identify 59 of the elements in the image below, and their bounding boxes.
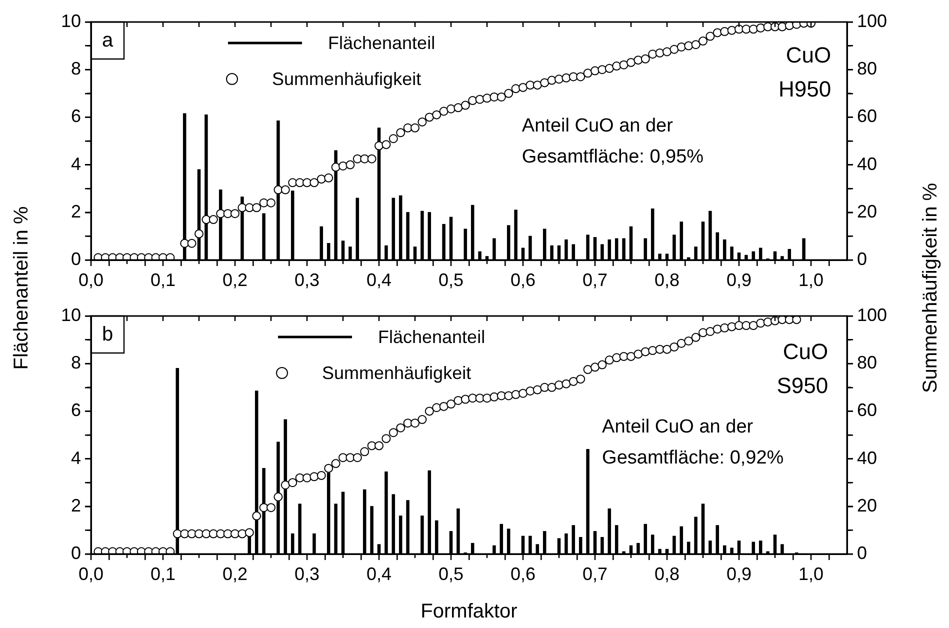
x-tick-label: 0,5 — [438, 270, 464, 290]
annotation: Anteil CuO an der Gesamtfläche: 0,95% — [522, 115, 704, 168]
x-tick-label: 0,9 — [726, 270, 752, 290]
x-tick-label: 0,2 — [222, 564, 248, 584]
x-tick-label: 0,4 — [366, 564, 392, 584]
y2-tick-label: 60 — [857, 106, 878, 126]
x-tick-label: 0,8 — [654, 270, 680, 290]
x-axis-title: Formfaktor — [420, 600, 518, 623]
y2-tick-label: 40 — [857, 154, 878, 174]
legend-label: Flächenanteil — [378, 326, 486, 347]
x-tick-label: 0,0 — [78, 270, 104, 290]
y2-tick-label: 0 — [857, 542, 868, 563]
x-tick-label: 0,0 — [78, 564, 104, 584]
y-tick-label: 8 — [70, 58, 81, 79]
annotation: b — [102, 324, 114, 346]
y-tick-label: 8 — [70, 352, 81, 373]
legend-label: Summenhäufigkeit — [272, 68, 422, 89]
annotation: CuO H950 — [778, 42, 832, 102]
y2-tick-label: 20 — [857, 495, 878, 516]
legend-label: Summenhäufigkeit — [322, 362, 472, 383]
x-tick-label: 0,1 — [150, 564, 176, 584]
x-tick-label: 0,1 — [150, 270, 176, 290]
x-tick-label: 0,5 — [438, 564, 464, 584]
y-tick-label: 2 — [70, 201, 81, 222]
y2-tick-label: 100 — [857, 304, 888, 325]
y2-axis-title: Summenhäufigkeit in % — [920, 182, 942, 394]
y2-tick-label: 20 — [857, 201, 878, 222]
x-tick-label: 0,3 — [294, 270, 320, 290]
y2-tick-label: 60 — [857, 400, 878, 420]
x-tick-label: 0,2 — [222, 270, 248, 290]
x-tick-label: 0,6 — [510, 270, 536, 290]
y-tick-label: 10 — [60, 304, 81, 325]
y-tick-label: 10 — [60, 10, 81, 31]
y-tick-label: 0 — [70, 248, 81, 269]
y2-tick-label: 80 — [857, 352, 878, 373]
x-tick-label: 0,7 — [582, 270, 608, 290]
y-tick-label: 4 — [70, 448, 81, 468]
y-tick-label: 2 — [70, 495, 81, 516]
x-tick-label: 0,3 — [294, 564, 320, 584]
x-tick-label: 0,8 — [654, 564, 680, 584]
y-axis-title: Flächenanteil in % — [10, 206, 34, 370]
y2-tick-label: 100 — [857, 10, 888, 31]
y-tick-label: 0 — [70, 542, 81, 563]
annotation: Anteil CuO an der Gesamtfläche: 0,92% — [602, 416, 784, 469]
x-tick-label: 1,0 — [798, 270, 824, 290]
x-tick-label: 1,0 — [798, 564, 824, 584]
y-tick-label: 4 — [70, 154, 81, 174]
y-tick-label: 6 — [70, 106, 81, 126]
annotation: CuO S950 — [776, 338, 828, 398]
x-tick-label: 0,4 — [366, 270, 392, 290]
y2-tick-label: 0 — [857, 248, 868, 269]
x-tick-label: 0,9 — [726, 564, 752, 584]
y-tick-label: 6 — [70, 400, 81, 420]
legend-label: Flächenanteil — [328, 32, 436, 53]
annotation: a — [102, 30, 114, 52]
x-tick-label: 0,6 — [510, 564, 536, 584]
x-tick-label: 0,7 — [582, 564, 608, 584]
y2-tick-label: 40 — [857, 448, 878, 468]
y2-tick-label: 80 — [857, 58, 878, 79]
